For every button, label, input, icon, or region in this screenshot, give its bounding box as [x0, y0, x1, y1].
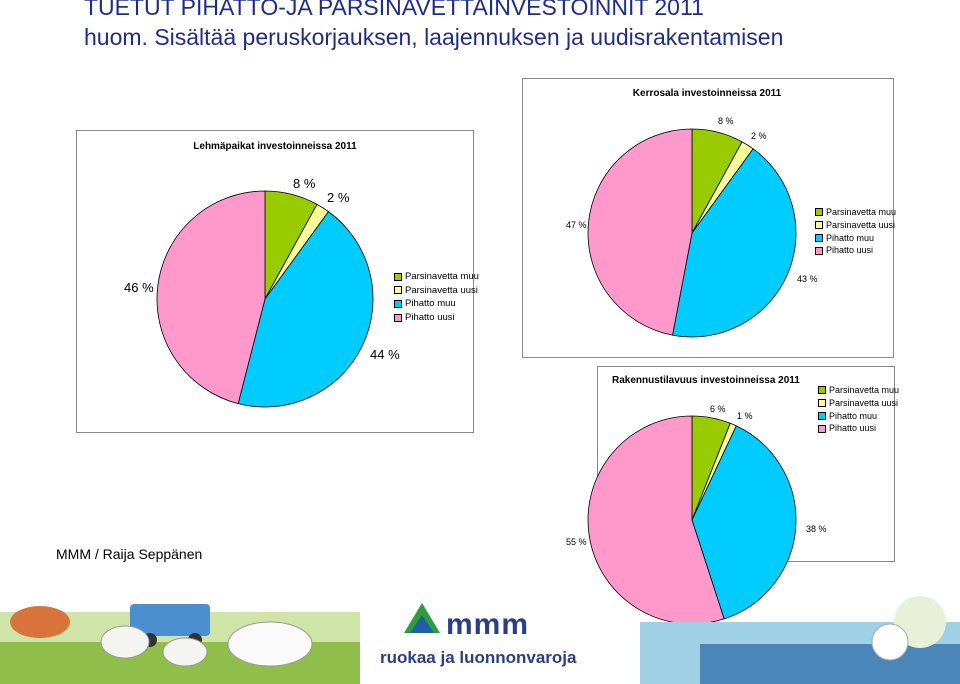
data-label: 55 %	[566, 537, 587, 547]
data-label: 43 %	[797, 274, 818, 284]
legend-swatch	[815, 208, 823, 217]
pie-slice-pihatto-muu	[237, 211, 374, 408]
slide-title-line1: TUETUT PIHATTO-JA PARSINAVETTAINVESTOINN…	[84, 0, 704, 20]
legend-label: Parsinavetta muu	[826, 207, 897, 217]
data-label: 2 %	[327, 190, 350, 205]
data-label: 8 %	[293, 176, 316, 191]
legend-item: Pihatto muu	[815, 232, 896, 245]
data-label: 6 %	[710, 404, 726, 414]
legend-swatch	[394, 286, 402, 295]
pie-slice-pihatto-uusi	[587, 128, 693, 336]
data-label: 46 %	[124, 280, 154, 295]
data-label: 1 %	[737, 411, 753, 421]
legend-item: Parsinavetta muu	[818, 384, 899, 397]
logo-wordmark: mmm	[446, 608, 530, 641]
legend-label: Pihatto uusi	[826, 245, 874, 256]
data-label: 8 %	[718, 116, 734, 126]
pie-slice-pihatto-muu	[691, 425, 797, 620]
legend-label: Pihatto muu	[405, 298, 456, 310]
legend-label: Pihatto muu	[829, 410, 878, 421]
legend-label: Parsinavetta uusi	[405, 284, 478, 296]
legend-item: Parsinavetta muu	[394, 270, 479, 284]
legend-item: Pihatto uusi	[815, 244, 896, 257]
legend-swatch	[815, 246, 823, 255]
chart-title-kerrosala: Kerrosala investoinneissa 2011	[632, 88, 782, 99]
legend-item: Parsinavetta uusi	[818, 397, 899, 410]
legend-swatch	[394, 272, 402, 281]
legend-kerrosala: Parsinavetta muu Parsinavetta uusi Pihat…	[815, 206, 896, 257]
author-credit: MMM / Raija Seppänen	[56, 546, 203, 562]
data-label: 47 %	[566, 220, 587, 230]
legend-swatch	[394, 299, 402, 308]
legend-label: Pihatto muu	[826, 232, 875, 243]
legend-label: Parsinavetta muu	[405, 271, 479, 282]
legend-label: Parsinavetta uusi	[826, 219, 896, 230]
legend-swatch	[815, 221, 823, 230]
footer-banner-illustration	[0, 596, 960, 684]
legend-item: Pihatto uusi	[818, 422, 899, 435]
legend-item: Parsinavetta muu	[815, 206, 896, 219]
legend-label: Parsinavetta uusi	[829, 397, 899, 408]
legend-item: Pihatto muu	[818, 410, 899, 423]
legend-swatch	[815, 233, 823, 242]
data-label: 44 %	[370, 347, 400, 362]
legend-label: Pihatto uusi	[829, 423, 877, 434]
slide-title-line2: huom. Sisältää peruskorjauksen, laajennu…	[84, 24, 784, 50]
legend-label: Pihatto uusi	[405, 311, 455, 323]
legend-swatch	[394, 313, 402, 322]
data-label: 2 %	[751, 131, 767, 141]
chart-title-rakennustilavuus: Rakennustilavuus investoinneissa 2011	[612, 375, 800, 386]
legend-item: Parsinavetta uusi	[394, 284, 479, 298]
legend-label: Parsinavetta muu	[829, 385, 900, 395]
chart-title-lehmapaikat: Lehmäpaikat investoinneissa 2011	[193, 141, 357, 152]
legend-rakennustilavuus: Parsinavetta muu Parsinavetta uusi Pihat…	[818, 384, 899, 435]
legend-item: Pihatto uusi	[394, 311, 479, 325]
legend-swatch	[818, 386, 826, 395]
logo-leaf-icon	[404, 603, 440, 633]
pie-slice-pihatto-muu	[672, 148, 797, 338]
legend-swatch	[818, 424, 826, 433]
logo-tagline: ruokaa ja luonnonvaroja	[380, 648, 577, 667]
data-label: 38 %	[806, 524, 827, 534]
legend-swatch	[818, 411, 826, 420]
legend-item: Parsinavetta uusi	[815, 219, 896, 232]
pie-slice-pihatto-uusi	[156, 190, 266, 405]
legend-item: Pihatto muu	[394, 297, 479, 311]
legend-lehmapaikat: Parsinavetta muu Parsinavetta uusi Pihat…	[394, 270, 479, 324]
legend-swatch	[818, 399, 826, 408]
